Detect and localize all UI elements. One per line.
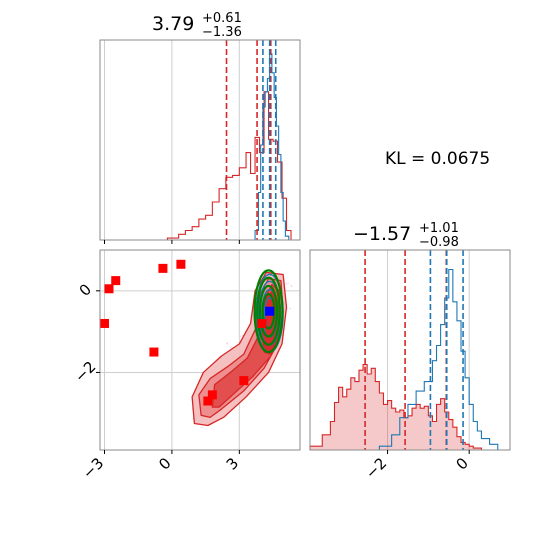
param1-title-main: 3.79: [152, 13, 194, 35]
hist2-xtick-label-1: 0: [453, 454, 472, 473]
joint-sample-square-3: [149, 347, 159, 357]
hist1-frame: [99, 39, 301, 241]
joint-sample-square-9: [257, 318, 267, 328]
panel-titles: 3.79 +0.61 −1.36 −1.57 +1.01 −0.98: [152, 11, 459, 250]
joint-sample-dot: [241, 334, 243, 337]
joint-sample-square-6: [203, 396, 213, 406]
marginal-hist-param1: [99, 39, 301, 244]
joint-sample-square-7: [207, 390, 217, 400]
joint-green-contour-1: [256, 276, 281, 346]
joint-sample-dot: [287, 282, 289, 284]
hist2-red-step: [309, 363, 510, 451]
param2-title-main: −1.57: [353, 223, 411, 245]
joint-truth-square: [265, 306, 275, 316]
joint-green-contour-2: [258, 284, 279, 338]
param2-title-plus: +1.01: [419, 221, 459, 236]
joint-xtick-label-0: −3: [79, 454, 107, 482]
joint-sample-square-4: [158, 263, 168, 273]
hist2-xtick-label-0: −2: [362, 454, 390, 482]
hist1-red-step: [100, 91, 300, 241]
joint-sample-dot: [229, 346, 232, 348]
joint-sample-dot: [201, 426, 203, 429]
param1-title-minus: −1.36: [202, 25, 242, 40]
joint-xtick-label-1: 0: [155, 454, 174, 473]
joint-sample-square-8: [239, 376, 249, 386]
joint-sample-square-2: [111, 276, 121, 286]
hist1-blue-step: [250, 53, 290, 241]
joint-xtick-label-2: 3: [223, 454, 242, 473]
hist1-bg: [100, 40, 300, 240]
joint-sample-square-5: [176, 259, 186, 269]
hist2-bg: [310, 250, 510, 450]
joint-green-contour-0: [253, 269, 284, 354]
kl-divergence-label: KL = 0.0675: [385, 149, 490, 169]
joint-sample-dot: [239, 335, 242, 337]
joint-ytick-label-0: −2: [71, 358, 99, 386]
joint-ytick-label-1: 0: [76, 280, 95, 299]
joint-sample-dot: [290, 285, 293, 287]
hist2-frame: [309, 249, 511, 451]
joint-frame: [99, 249, 301, 451]
joint-density-panel: −3 0 3 −2 0: [71, 249, 301, 482]
joint-sample-dot: [289, 307, 292, 310]
joint-green-contour-3: [261, 292, 276, 330]
param1-title-plus: +0.61: [202, 11, 242, 26]
marginal-hist-param2: −2 0: [309, 249, 511, 482]
hist2-blue-step: [378, 268, 510, 451]
joint-sample-square-1: [104, 284, 114, 294]
joint-sample-square-0: [99, 318, 109, 328]
param2-title-minus: −0.98: [419, 235, 459, 250]
joint-sample-dot: [285, 283, 288, 285]
joint-sample-dot: [226, 343, 228, 345]
